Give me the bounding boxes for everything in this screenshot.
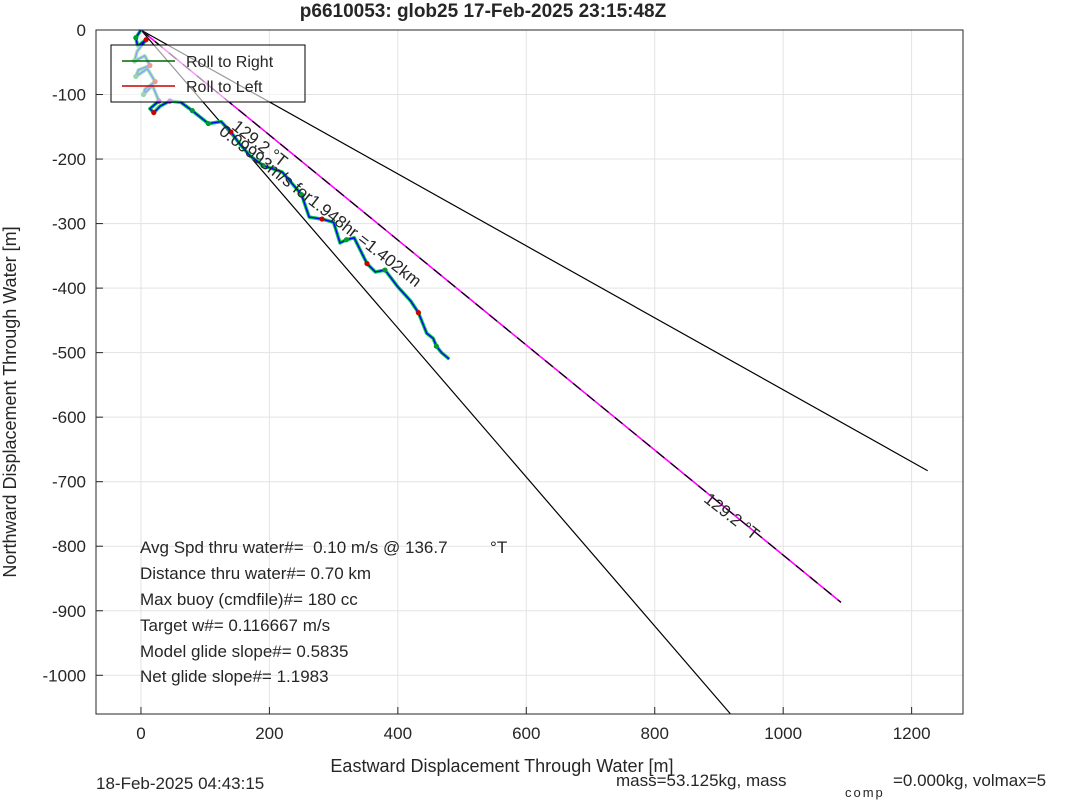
- stat-net-glide: Net glide slope#= 1.1983: [140, 667, 329, 686]
- roll-point: [364, 260, 370, 267]
- y-tick-label: -300: [52, 215, 86, 234]
- legend-box: [110, 44, 306, 103]
- x-tick-label: 200: [255, 724, 283, 743]
- roll-point: [382, 267, 388, 273]
- roll-point: [143, 37, 149, 43]
- y-tick-label: -1000: [43, 666, 86, 685]
- y-tick-label: -900: [52, 602, 86, 621]
- grid-lines: [96, 29, 963, 714]
- roll-point: [298, 191, 305, 198]
- footer: 18-Feb-2025 04:43:15 mass=53.125kg, mass…: [96, 771, 1046, 800]
- x-tick-label: 400: [384, 724, 412, 743]
- x-tick-label: 1200: [893, 724, 931, 743]
- axes-box: [95, 29, 964, 715]
- stat-distance: Distance thru water#= 0.70 km: [140, 564, 371, 583]
- stat-max-buoy: Max buoy (cmdfile)#= 180 cc: [140, 590, 358, 609]
- legend-label-roll-left: Roll to Left: [186, 79, 263, 96]
- roll-point: [151, 109, 157, 116]
- stat-target-w: Target w#= 0.116667 m/s: [140, 616, 330, 635]
- roll-point: [319, 216, 325, 222]
- footer-mass-subscript: comp: [845, 785, 885, 800]
- roll-point: [205, 120, 211, 127]
- y-tick-label: -500: [52, 344, 86, 363]
- speed-annotation: 0.09993m/s for1.948hr =1.402km: [216, 121, 425, 290]
- chart-title: p6610053: glob25 17-Feb-2025 23:15:48Z: [300, 1, 667, 22]
- heading-annotation-lower: 129.2 °T: [700, 489, 762, 544]
- roll-point: [133, 35, 139, 41]
- stats-block: Avg Spd thru water#= 0.10 m/s @ 136.7 °T…: [140, 538, 507, 686]
- footer-timestamp: 18-Feb-2025 04:43:15: [96, 774, 264, 793]
- legend: Roll to Right Roll to Left: [110, 44, 306, 103]
- stat-model-glide: Model glide slope#= 0.5835: [140, 642, 348, 661]
- footer-mass-tail: =0.000kg, volmax=5: [893, 771, 1046, 790]
- y-axis-label: Northward Displacement Through Water [m]: [0, 226, 20, 577]
- footer-mass: mass=53.125kg, mass: [616, 771, 787, 790]
- x-tick-label: 600: [512, 724, 540, 743]
- roll-point: [433, 343, 439, 349]
- y-tick-label: -600: [52, 408, 86, 427]
- ticks: 0 200 400 600 800 1000 1200 0 -100 -200 -300 -400 -5…: [43, 21, 931, 743]
- y-tick-label: -700: [52, 473, 86, 492]
- stat-avg-speed: Avg Spd thru water#= 0.10 m/s @ 136.7 °T: [140, 538, 507, 557]
- x-tick-label: 1000: [764, 724, 802, 743]
- legend-label-roll-right: Roll to Right: [186, 54, 274, 71]
- y-tick-label: -800: [52, 537, 86, 556]
- y-tick-label: -400: [52, 279, 86, 298]
- roll-point: [189, 108, 195, 114]
- x-tick-label: 0: [136, 724, 145, 743]
- roll-point: [260, 162, 266, 169]
- roll-point: [228, 129, 234, 135]
- y-tick-label: 0: [77, 21, 86, 40]
- projection-line: [140, 29, 842, 603]
- x-axis-label: Eastward Displacement Through Water [m]: [330, 756, 673, 776]
- roll-point: [415, 310, 421, 316]
- y-tick-label: -200: [52, 150, 86, 169]
- upper-bound-line: [140, 29, 928, 472]
- y-tick-label: -100: [52, 86, 86, 105]
- roll-point: [343, 237, 350, 243]
- reference-lines: [140, 29, 928, 715]
- x-tick-label: 800: [641, 724, 669, 743]
